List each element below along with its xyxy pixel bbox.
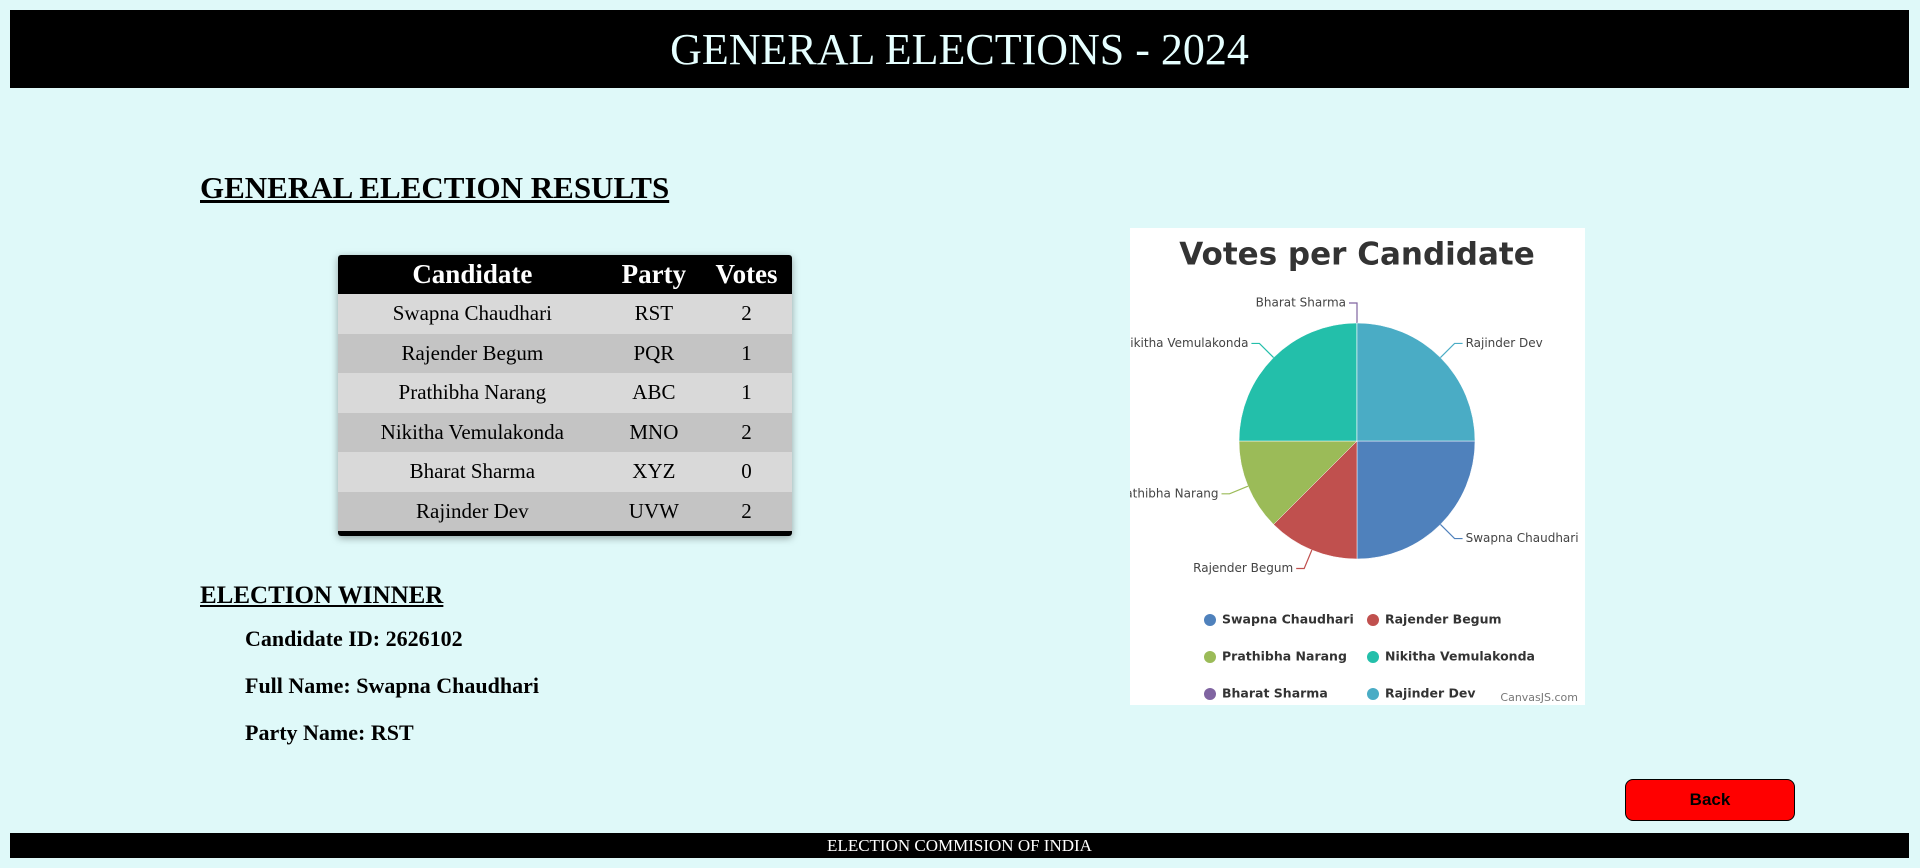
- table-cell: UVW: [606, 491, 702, 531]
- table-row: Rajinder Dev UVW 2: [338, 491, 792, 531]
- table-row: Swapna Chaudhari RST 2: [338, 294, 792, 334]
- table-cell: 1: [701, 333, 792, 373]
- table-cell: RST: [606, 294, 702, 334]
- legend-marker: [1367, 651, 1379, 663]
- legend-marker: [1204, 651, 1216, 663]
- header: GENERAL ELECTIONS - 2024: [10, 10, 1909, 88]
- pie-slice: [1273, 440, 1358, 560]
- column-header: Candidate: [338, 255, 607, 294]
- table-row: Rajender Begum PQR 1: [338, 333, 792, 373]
- slice-label: Prathibha Narang: [1130, 486, 1219, 500]
- label-connector: [1296, 549, 1313, 570]
- column-header: Votes: [701, 255, 792, 294]
- winner-name: Full Name: Swapna Chaudhari: [245, 673, 540, 698]
- table-body: Swapna Chaudhari RST 2 Rajender Begum PQR 1 Pr…: [338, 294, 792, 531]
- table-cell: Nikitha Vemulakonda: [338, 412, 607, 452]
- table-cell: Bharat Sharma: [338, 452, 607, 492]
- legend-marker: [1204, 614, 1216, 626]
- table-row: Bharat Sharma XYZ 0: [338, 452, 792, 492]
- table-cell: MNO: [606, 412, 702, 452]
- slice-label: Rajender Begum: [1193, 561, 1293, 575]
- pie-slice: [1238, 322, 1358, 442]
- table-cell: Prathibha Narang: [338, 373, 607, 413]
- footer: ELECTION COMMISION OF INDIA: [10, 833, 1909, 858]
- pie-slice: [1356, 440, 1476, 560]
- table-cell: ABC: [606, 373, 702, 413]
- pie-slice: [1356, 322, 1476, 442]
- winner-party: Party Name: RST: [245, 720, 414, 745]
- winner-id: Candidate ID: 2626102: [245, 626, 463, 651]
- table-cell: 2: [701, 412, 792, 452]
- legend-marker: [1367, 614, 1379, 626]
- table-cell: Rajinder Dev: [338, 491, 607, 531]
- label-connector: [1349, 302, 1358, 323]
- slice-label: Rajinder Dev: [1466, 336, 1543, 350]
- table-cell: 2: [701, 294, 792, 334]
- legend-label: Bharat Sharma: [1222, 686, 1328, 701]
- table-cell: PQR: [606, 333, 702, 373]
- table-row: Prathibha Narang ABC 1: [338, 373, 792, 413]
- table-cell: Rajender Begum: [338, 333, 607, 373]
- legend-label: Swapna Chaudhari: [1222, 612, 1354, 627]
- legend-marker: [1204, 688, 1216, 700]
- legend-label: Rajender Begum: [1385, 612, 1502, 627]
- back-button[interactable]: Back: [1625, 779, 1795, 821]
- slice-label: Nikitha Vemulakonda: [1130, 336, 1248, 350]
- slice-label: Bharat Sharma: [1256, 296, 1346, 310]
- chart-credit: CanvasJS.com: [1500, 691, 1578, 704]
- results-table: Candidate Party Votes Swapna Chaudhari RST 2…: [338, 255, 792, 531]
- legend-label: Prathibha Narang: [1222, 649, 1347, 664]
- winner-heading: ELECTION WINNER: [200, 582, 444, 609]
- table-cell: Swapna Chaudhari: [338, 294, 607, 334]
- legend-label: Rajinder Dev: [1385, 686, 1475, 701]
- results-heading: GENERAL ELECTION RESULTS: [200, 170, 670, 205]
- results-table-wrap: Candidate Party Votes Swapna Chaudhari RST 2…: [338, 255, 792, 536]
- legend-marker: [1367, 688, 1379, 700]
- table-cell: 2: [701, 491, 792, 531]
- legend-label: Nikitha Vemulakonda: [1385, 649, 1535, 664]
- label-connector: [1251, 342, 1274, 358]
- column-header: Party: [606, 255, 702, 294]
- table-row: Nikitha Vemulakonda MNO 2: [338, 412, 792, 452]
- table-cell: 0: [701, 452, 792, 492]
- table-cell: 1: [701, 373, 792, 413]
- slice-label: Swapna Chaudhari: [1466, 531, 1579, 545]
- table-header: Candidate Party Votes: [338, 255, 792, 294]
- chart-title: Votes per Candidate: [1179, 237, 1535, 273]
- label-connector: [1440, 524, 1463, 540]
- label-connector: [1440, 342, 1463, 358]
- label-connector: [1221, 485, 1249, 495]
- pie-slice: [1238, 440, 1358, 525]
- table-cell: XYZ: [606, 452, 702, 492]
- chart: Votes per Candidate CanvasJS.com Swapna …: [1130, 228, 1585, 705]
